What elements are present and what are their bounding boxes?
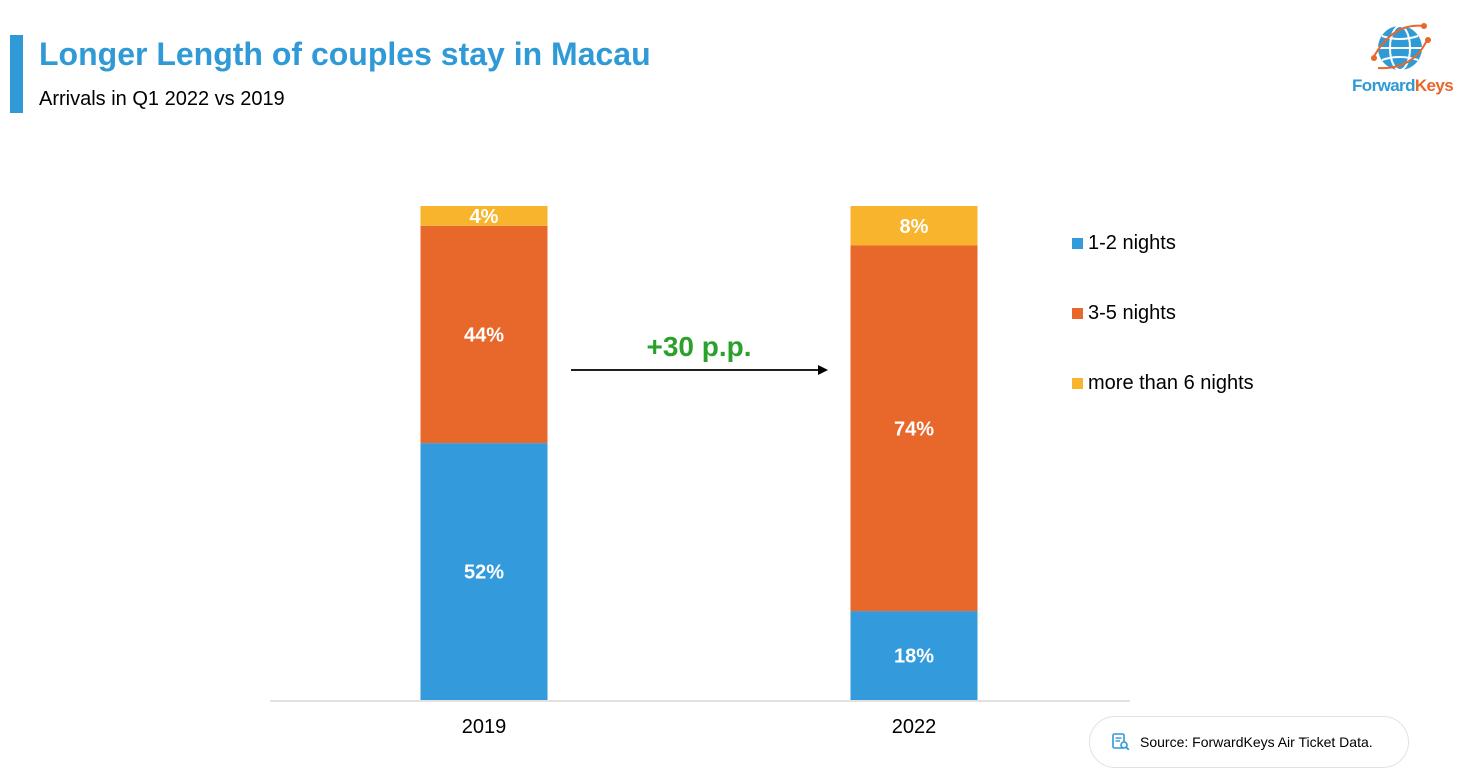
source-note: Source: ForwardKeys Air Ticket Data. [1089,716,1409,768]
data-label: 4% [470,206,499,228]
page-title: Longer Length of couples stay in Macau [39,36,651,72]
bar-stacks: 52% 44% 4% 18% 74% 8% [420,206,978,700]
legend-label: more than 6 nights [1088,372,1254,394]
data-label: 18% [894,646,934,668]
document-search-icon [1112,733,1130,751]
legend-swatch [1072,308,1083,319]
title-accent-bar [10,35,23,113]
data-label: 44% [464,324,504,346]
page-subtitle: Arrivals in Q1 2022 vs 2019 [39,88,285,110]
legend-item-6-plus-nights: more than 6 nights [1072,372,1254,395]
bar-segment-2019-1-2-nights [420,443,548,700]
legend-item-3-5-nights: 3-5 nights [1072,302,1176,325]
bar-segment-2019-3-5-nights [420,225,548,444]
logo-text: ForwardKeys [1352,76,1454,95]
source-text: Source: ForwardKeys Air Ticket Data. [1140,734,1373,750]
legend-swatch [1072,378,1083,389]
legend-label: 3-5 nights [1088,302,1176,324]
bar-segment-2022-3-5-nights [850,245,978,612]
x-tick-label: 2022 [892,716,937,738]
bar-segment-2022-more-than-6-nights [850,206,978,246]
legend-item-1-2-nights: 1-2 nights [1072,232,1176,255]
bar-segment-2022-1-2-nights [850,611,978,700]
bar-segment-2019-more-than-6-nights [420,206,548,226]
x-tick-label: 2019 [462,716,507,738]
x-tick-labels: 2019 2022 [462,716,937,738]
legend-swatch [1072,238,1083,249]
data-label: 52% [464,562,504,584]
data-label: 74% [894,418,934,440]
data-label: 8% [900,216,929,238]
globe-logo-icon [1371,23,1431,71]
legend-label: 1-2 nights [1088,232,1176,254]
forwardkeys-logo: ForwardKeys [1352,18,1454,104]
change-annotation: +30 p.p. [646,331,751,362]
